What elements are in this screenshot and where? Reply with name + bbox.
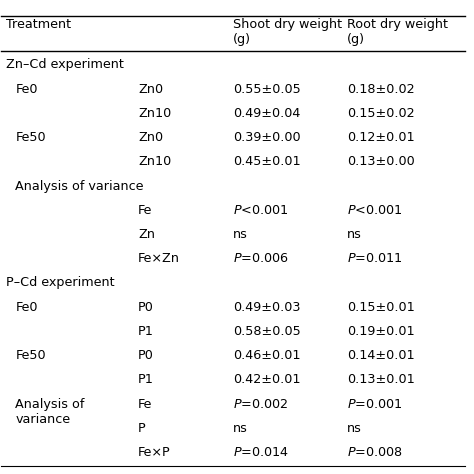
Text: Zn10: Zn10: [138, 155, 172, 168]
Text: Fe×P: Fe×P: [138, 446, 171, 459]
Text: Treatment: Treatment: [6, 18, 71, 31]
Text: P0: P0: [138, 349, 154, 362]
Text: $\mathit{P}$=0.008: $\mathit{P}$=0.008: [347, 446, 403, 459]
Text: Analysis of variance: Analysis of variance: [15, 180, 144, 192]
Text: Root dry weight
(g): Root dry weight (g): [347, 18, 448, 46]
Text: $\mathit{P}$=0.011: $\mathit{P}$=0.011: [347, 252, 403, 265]
Text: 0.42±0.01: 0.42±0.01: [233, 374, 301, 386]
Text: Shoot dry weight
(g): Shoot dry weight (g): [233, 18, 342, 46]
Text: 0.55±0.05: 0.55±0.05: [233, 82, 301, 96]
Text: Zn0: Zn0: [138, 82, 164, 96]
Text: Zn–Cd experiment: Zn–Cd experiment: [6, 58, 124, 72]
Text: 0.49±0.04: 0.49±0.04: [233, 107, 301, 120]
Text: 0.18±0.02: 0.18±0.02: [347, 82, 415, 96]
Text: Fe: Fe: [138, 398, 153, 410]
Text: 0.45±0.01: 0.45±0.01: [233, 155, 301, 168]
Text: 0.39±0.00: 0.39±0.00: [233, 131, 301, 144]
Text: P: P: [138, 422, 146, 435]
Text: 0.12±0.01: 0.12±0.01: [347, 131, 415, 144]
Text: Fe50: Fe50: [15, 131, 46, 144]
Text: Fe: Fe: [138, 204, 153, 217]
Text: $\mathit{P}$<0.001: $\mathit{P}$<0.001: [233, 204, 289, 217]
Text: 0.14±0.01: 0.14±0.01: [347, 349, 415, 362]
Text: Fe50: Fe50: [15, 349, 46, 362]
Text: Zn0: Zn0: [138, 131, 164, 144]
Text: ns: ns: [233, 228, 248, 241]
Text: $\mathit{P}$=0.014: $\mathit{P}$=0.014: [233, 446, 290, 459]
Text: P–Cd experiment: P–Cd experiment: [6, 276, 115, 290]
Text: Fe0: Fe0: [15, 301, 38, 314]
Text: Analysis of
variance: Analysis of variance: [15, 398, 85, 426]
Text: Fe×Zn: Fe×Zn: [138, 252, 180, 265]
Text: 0.58±0.05: 0.58±0.05: [233, 325, 301, 338]
Text: $\mathit{P}$=0.001: $\mathit{P}$=0.001: [347, 398, 403, 410]
Text: Zn10: Zn10: [138, 107, 172, 120]
Text: 0.19±0.01: 0.19±0.01: [347, 325, 415, 338]
Text: 0.49±0.03: 0.49±0.03: [233, 301, 301, 314]
Text: 0.15±0.01: 0.15±0.01: [347, 301, 415, 314]
Text: ns: ns: [347, 422, 362, 435]
Text: $\mathit{P}$=0.006: $\mathit{P}$=0.006: [233, 252, 289, 265]
Text: ns: ns: [347, 228, 362, 241]
Text: $\mathit{P}$=0.002: $\mathit{P}$=0.002: [233, 398, 289, 410]
Text: Fe0: Fe0: [15, 82, 38, 96]
Text: 0.15±0.02: 0.15±0.02: [347, 107, 415, 120]
Text: 0.46±0.01: 0.46±0.01: [233, 349, 301, 362]
Text: P1: P1: [138, 325, 154, 338]
Text: 0.13±0.01: 0.13±0.01: [347, 374, 415, 386]
Text: ns: ns: [233, 422, 248, 435]
Text: P1: P1: [138, 374, 154, 386]
Text: 0.13±0.00: 0.13±0.00: [347, 155, 415, 168]
Text: Zn: Zn: [138, 228, 155, 241]
Text: $\mathit{P}$<0.001: $\mathit{P}$<0.001: [347, 204, 403, 217]
Text: P0: P0: [138, 301, 154, 314]
